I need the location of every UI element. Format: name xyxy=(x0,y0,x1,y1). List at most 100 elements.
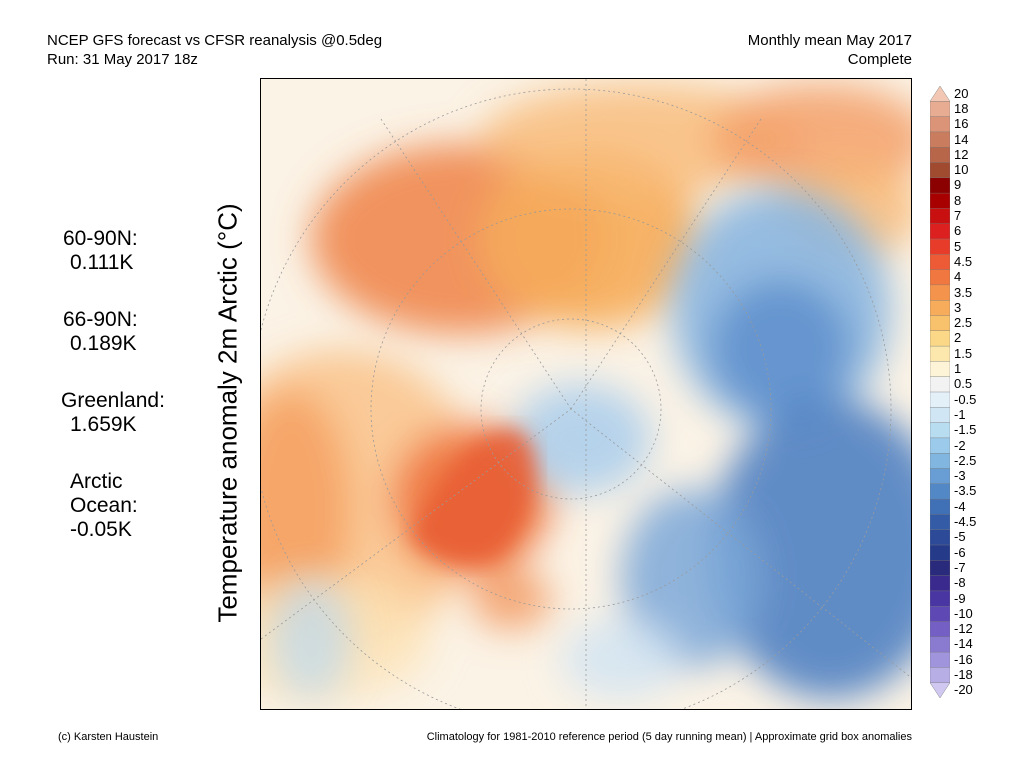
colorbar-tick-label: 1 xyxy=(954,361,962,377)
colorbar-tick-label: -3.5 xyxy=(954,483,977,499)
stat-label: Arctic xyxy=(70,470,123,493)
colorbar-swatch xyxy=(929,437,951,454)
colorbar-tick-label: -8 xyxy=(954,575,966,591)
colorbar xyxy=(929,85,951,699)
colorbar-swatch xyxy=(929,590,951,607)
graticule xyxy=(261,79,911,709)
colorbar-tick-label: -4 xyxy=(954,498,966,514)
colorbar-tick-label: 20 xyxy=(954,85,969,101)
colorbar-swatch xyxy=(929,223,951,240)
period-title: Monthly mean May 2017 xyxy=(747,32,912,49)
colorbar-swatch xyxy=(929,361,951,378)
colorbar-swatch xyxy=(929,299,951,317)
colorbar-tick-label: -2.5 xyxy=(954,452,977,468)
colorbar-tick-label: 16 xyxy=(954,116,969,132)
colorbar-swatch xyxy=(929,544,951,562)
header-left: NCEP GFS forecast vs CFSR reanalysis @0.… xyxy=(47,31,382,69)
colorbar-tick-label: 4.5 xyxy=(954,253,973,269)
greenland-region xyxy=(411,429,535,564)
cold-anomaly-field xyxy=(271,189,911,699)
stat-value: -0.05K xyxy=(70,518,132,541)
colorbar-swatch xyxy=(929,269,951,286)
stat-label: Ocean: xyxy=(70,494,138,517)
colorbar-tick-label: 9 xyxy=(954,177,962,193)
colorbar-tick-label: -6 xyxy=(954,544,966,560)
colorbar-swatch xyxy=(929,529,951,546)
colorbar-tick-label: -9 xyxy=(954,590,966,606)
colorbar-tick-label: -10 xyxy=(954,605,973,621)
colorbar-swatch xyxy=(929,682,951,699)
colorbar-swatch xyxy=(929,391,951,409)
stat-label: 60-90N: xyxy=(63,227,138,250)
colorbar-tick-label: 8 xyxy=(954,192,962,208)
colorbar-swatch xyxy=(929,116,951,133)
colorbar-swatch xyxy=(929,315,951,332)
stat-value: 0.111K xyxy=(70,251,134,274)
colorbar-swatches xyxy=(929,85,951,699)
colorbar-swatch xyxy=(929,651,951,669)
header-right: Monthly mean May 2017 Complete xyxy=(748,31,912,69)
colorbar-tick-label: -3 xyxy=(954,468,966,484)
stat-value: 1.659K xyxy=(70,413,137,436)
colorbar-tick-label: 10 xyxy=(954,162,969,178)
colorbar-swatch xyxy=(929,85,951,102)
arctic-anomaly-map xyxy=(260,78,912,710)
colorbar-swatch xyxy=(929,238,951,256)
colorbar-tick-label: 18 xyxy=(954,100,969,116)
colorbar-swatch xyxy=(929,498,951,516)
colorbar-tick-label: 14 xyxy=(954,131,969,147)
model-title: NCEP GFS forecast vs CFSR reanalysis @0.… xyxy=(47,32,383,49)
colorbar-swatch xyxy=(929,407,951,424)
colorbar-tick-label: -7 xyxy=(954,559,966,575)
colorbar-tick-label: 0.5 xyxy=(954,376,973,392)
colorbar-tick-label: 3 xyxy=(954,299,962,315)
colorbar-swatch xyxy=(929,560,951,577)
colorbar-swatch xyxy=(929,667,951,684)
colorbar-tick-label: 2 xyxy=(954,330,962,346)
colorbar-swatch xyxy=(929,177,951,194)
colorbar-tick-label: 4 xyxy=(954,269,962,285)
colorbar-swatch xyxy=(929,254,951,271)
colorbar-tick-label: -20 xyxy=(954,682,973,698)
map-axis-label: Temperature anomaly 2m Arctic (°C) xyxy=(212,203,243,623)
colorbar-swatch xyxy=(929,422,951,439)
colorbar-tick-label: 7 xyxy=(954,208,962,224)
colorbar-swatch xyxy=(929,101,951,118)
stat-arctic-ocean: Arctic Ocean: -0.05K xyxy=(70,470,138,542)
colorbar-tick-label: -1.5 xyxy=(954,422,977,438)
colorbar-swatch xyxy=(929,483,951,500)
colorbar-tick-label: -1 xyxy=(954,406,966,422)
colorbar-tick-label: -0.5 xyxy=(954,391,977,407)
completeness-status: Complete xyxy=(847,51,912,68)
stat-value: 0.189K xyxy=(70,332,137,355)
colorbar-tick-label: 2.5 xyxy=(954,315,973,331)
colorbar-swatch xyxy=(929,330,951,347)
credit: (c) Karsten Haustein xyxy=(58,731,159,743)
colorbar-tick-label: -18 xyxy=(954,667,973,683)
colorbar-tick-label: -16 xyxy=(954,651,973,667)
colorbar-tick-label: 3.5 xyxy=(954,284,973,300)
stat-label: 66-90N: xyxy=(63,308,138,331)
colorbar-tick-label: 6 xyxy=(954,223,962,239)
climatology-note: Climatology for 1981-2010 reference peri… xyxy=(426,731,912,743)
colorbar-swatch xyxy=(929,284,951,301)
colorbar-swatch xyxy=(929,345,951,363)
colorbar-swatch xyxy=(929,162,951,179)
colorbar-tick-label: -14 xyxy=(954,636,973,652)
colorbar-tick-label: -5 xyxy=(954,529,966,545)
colorbar-tick-label: -2 xyxy=(954,437,966,453)
colorbar-tick-label: 1.5 xyxy=(954,345,973,361)
colorbar-swatch xyxy=(929,468,951,485)
colorbar-tick-label: -12 xyxy=(954,621,973,637)
colorbar-swatch xyxy=(929,621,951,638)
stat-60-90n: 60-90N: 0.111K xyxy=(63,227,138,275)
colorbar-tick-label: -4.5 xyxy=(954,514,977,530)
colorbar-swatch xyxy=(929,208,951,225)
stat-greenland: Greenland: 1.659K xyxy=(61,389,165,437)
colorbar-swatch xyxy=(929,147,951,164)
colorbar-tick-label: 12 xyxy=(954,146,969,162)
colorbar-swatch xyxy=(929,575,951,592)
run-time: Run: 31 May 2017 18z xyxy=(47,51,198,68)
colorbar-swatch xyxy=(929,514,951,531)
colorbar-swatch xyxy=(929,131,951,148)
